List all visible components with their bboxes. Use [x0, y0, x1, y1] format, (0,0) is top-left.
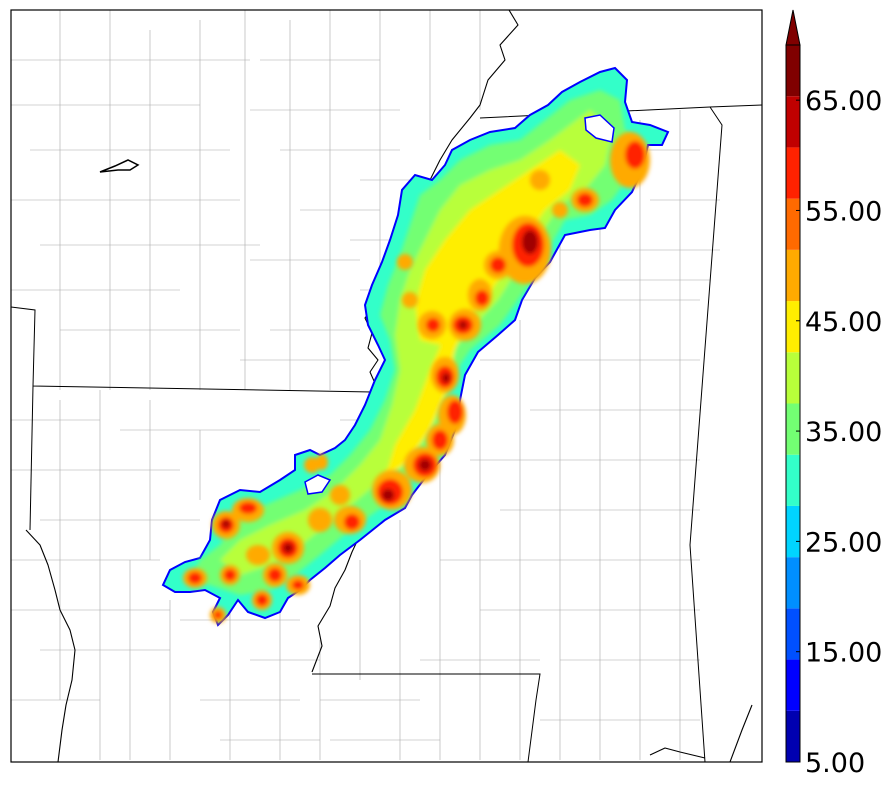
storm-cells	[183, 132, 650, 623]
colorbar-segment	[786, 249, 800, 302]
colorbar-tick-label: 35.00	[805, 417, 882, 448]
colorbar-tick-label: 55.00	[805, 196, 882, 227]
swath-hole	[304, 474, 332, 495]
colorbar-segment	[786, 659, 800, 711]
colorbar-segment	[786, 198, 800, 250]
colorbar-tick-label: 45.00	[805, 307, 882, 338]
lake-outline	[99, 159, 140, 173]
colorbar-segment	[786, 147, 800, 199]
colorbar-segment	[786, 301, 800, 353]
swath-hole	[584, 114, 615, 143]
colorbar-segment	[786, 403, 800, 455]
reflectivity-swath	[161, 66, 670, 627]
colorbar-segment	[786, 45, 800, 97]
colorbar-segment	[786, 96, 800, 148]
colorbar-extend-arrow	[785, 9, 801, 46]
colorbar-tick-label: 25.00	[805, 527, 882, 558]
map-frame	[10, 9, 763, 763]
colorbar-frame	[785, 44, 801, 763]
colorbar-segment	[786, 608, 800, 660]
colorbar-tick-label: 5.00	[805, 748, 865, 779]
colorbar-segment	[786, 454, 800, 506]
colorbar-tick-label: 15.00	[805, 638, 882, 669]
colorbar-segment	[786, 557, 800, 609]
red-river	[25, 529, 76, 762]
colorbar-tick-label: 65.00	[805, 86, 882, 117]
county-boundaries	[11, 10, 720, 760]
colorbar-segment	[786, 352, 800, 404]
colorbar: 5.00 15.00 25.00 35.00 45.00 55.00 65.00	[785, 9, 882, 779]
colorbar-segment	[786, 505, 800, 558]
colorbar-segment	[786, 710, 800, 762]
east-rivers	[649, 704, 753, 762]
